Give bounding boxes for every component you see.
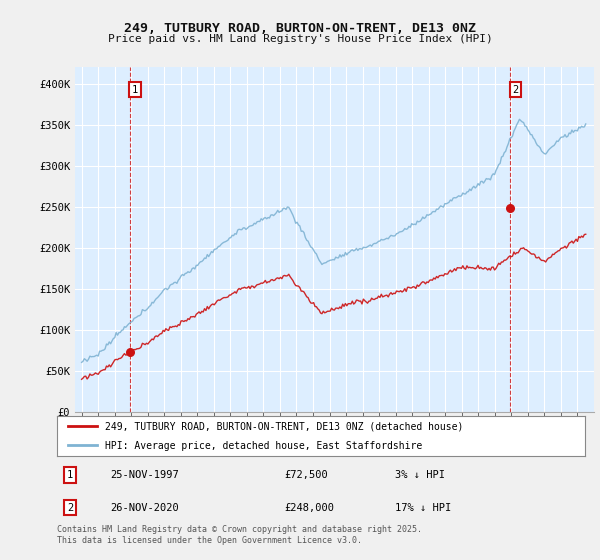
Text: 249, TUTBURY ROAD, BURTON-ON-TRENT, DE13 0NZ: 249, TUTBURY ROAD, BURTON-ON-TRENT, DE13… [124, 22, 476, 35]
Text: 26-NOV-2020: 26-NOV-2020 [110, 503, 179, 513]
Point [505, 204, 515, 213]
Text: 1: 1 [132, 85, 138, 95]
Text: HPI: Average price, detached house, East Staffordshire: HPI: Average price, detached house, East… [104, 441, 422, 451]
Text: £248,000: £248,000 [284, 503, 334, 513]
Text: 3% ↓ HPI: 3% ↓ HPI [395, 470, 445, 480]
Text: 249, TUTBURY ROAD, BURTON-ON-TRENT, DE13 0NZ (detached house): 249, TUTBURY ROAD, BURTON-ON-TRENT, DE13… [104, 422, 463, 432]
Text: Contains HM Land Registry data © Crown copyright and database right 2025.
This d: Contains HM Land Registry data © Crown c… [57, 525, 422, 545]
Text: 2: 2 [512, 85, 518, 95]
Point [125, 348, 134, 357]
Text: 2: 2 [67, 503, 73, 513]
Text: 1: 1 [67, 470, 73, 480]
Text: 25-NOV-1997: 25-NOV-1997 [110, 470, 179, 480]
Text: £72,500: £72,500 [284, 470, 328, 480]
Text: Price paid vs. HM Land Registry's House Price Index (HPI): Price paid vs. HM Land Registry's House … [107, 34, 493, 44]
Text: 17% ↓ HPI: 17% ↓ HPI [395, 503, 451, 513]
